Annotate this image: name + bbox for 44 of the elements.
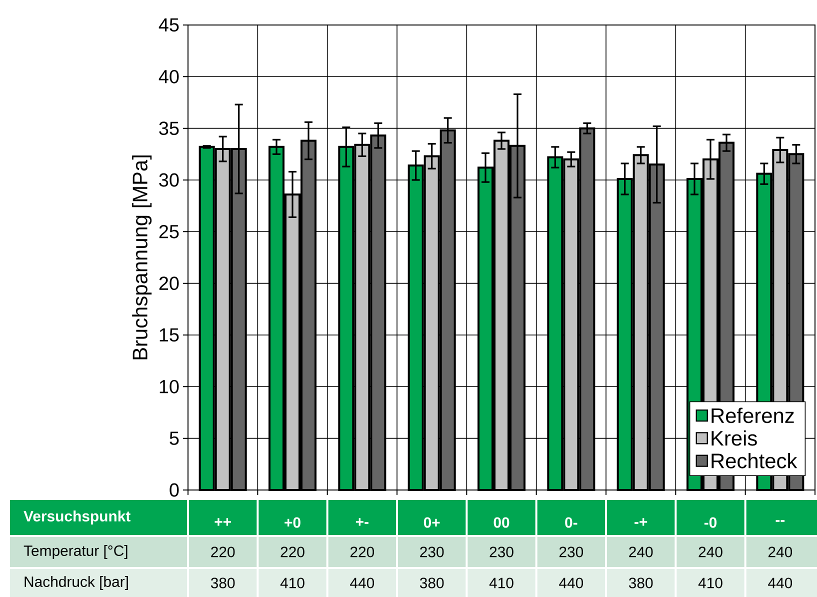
- text: 230: [420, 546, 444, 558]
- text: 240: [698, 546, 722, 558]
- y-tick-label: 30: [159, 173, 179, 187]
- y-tick-label: 0: [170, 483, 179, 497]
- x-tick-label: -+: [634, 518, 648, 526]
- x-tick-label: 0+: [424, 517, 440, 528]
- text: 410: [489, 578, 514, 588]
- x-axis-title: Versuchspunkt: [24, 510, 130, 524]
- text: 230: [559, 546, 584, 558]
- text: 220: [350, 546, 374, 558]
- text: 440: [559, 578, 584, 588]
- y-tick-label: 10: [160, 380, 179, 394]
- text: 240: [629, 546, 653, 558]
- y-tick-label: 20: [159, 276, 179, 290]
- y-tick-label: 35: [159, 122, 179, 136]
- text: 220: [211, 546, 235, 558]
- legend-label: Rechteck: [712, 452, 798, 468]
- x-tick-label: 0-: [565, 517, 578, 528]
- x-tick-label: --: [776, 520, 785, 522]
- x-tick-label: +-: [356, 518, 368, 526]
- y-axis-title: Bruchspannung [MPa]: [132, 156, 152, 360]
- text: 410: [698, 578, 722, 588]
- x-tick-label: +0: [284, 517, 300, 528]
- y-tick-label: 40: [158, 70, 179, 84]
- text: 380: [420, 578, 444, 588]
- y-tick-label: 5: [170, 432, 179, 445]
- x-tick-label: 00: [494, 517, 510, 528]
- text: Temperatur [°C]: [24, 545, 128, 559]
- legend-label: Kreis: [712, 430, 757, 446]
- text: 220: [280, 546, 304, 558]
- text: 230: [490, 546, 514, 558]
- text: 440: [768, 578, 792, 588]
- text: 440: [350, 578, 374, 588]
- y-tick-label: 15: [160, 328, 179, 342]
- x-tick-label: ++: [214, 518, 231, 526]
- text: 380: [210, 578, 235, 588]
- text: 380: [628, 578, 653, 588]
- y-tick-label: 45: [158, 18, 179, 32]
- x-tick-label: -0: [704, 517, 717, 528]
- y-tick-label: 25: [159, 224, 179, 238]
- text: Nachdruck [bar]: [24, 576, 128, 590]
- legend-label: Referenz: [712, 408, 794, 424]
- text: 410: [280, 578, 304, 588]
- text: 240: [768, 546, 792, 558]
